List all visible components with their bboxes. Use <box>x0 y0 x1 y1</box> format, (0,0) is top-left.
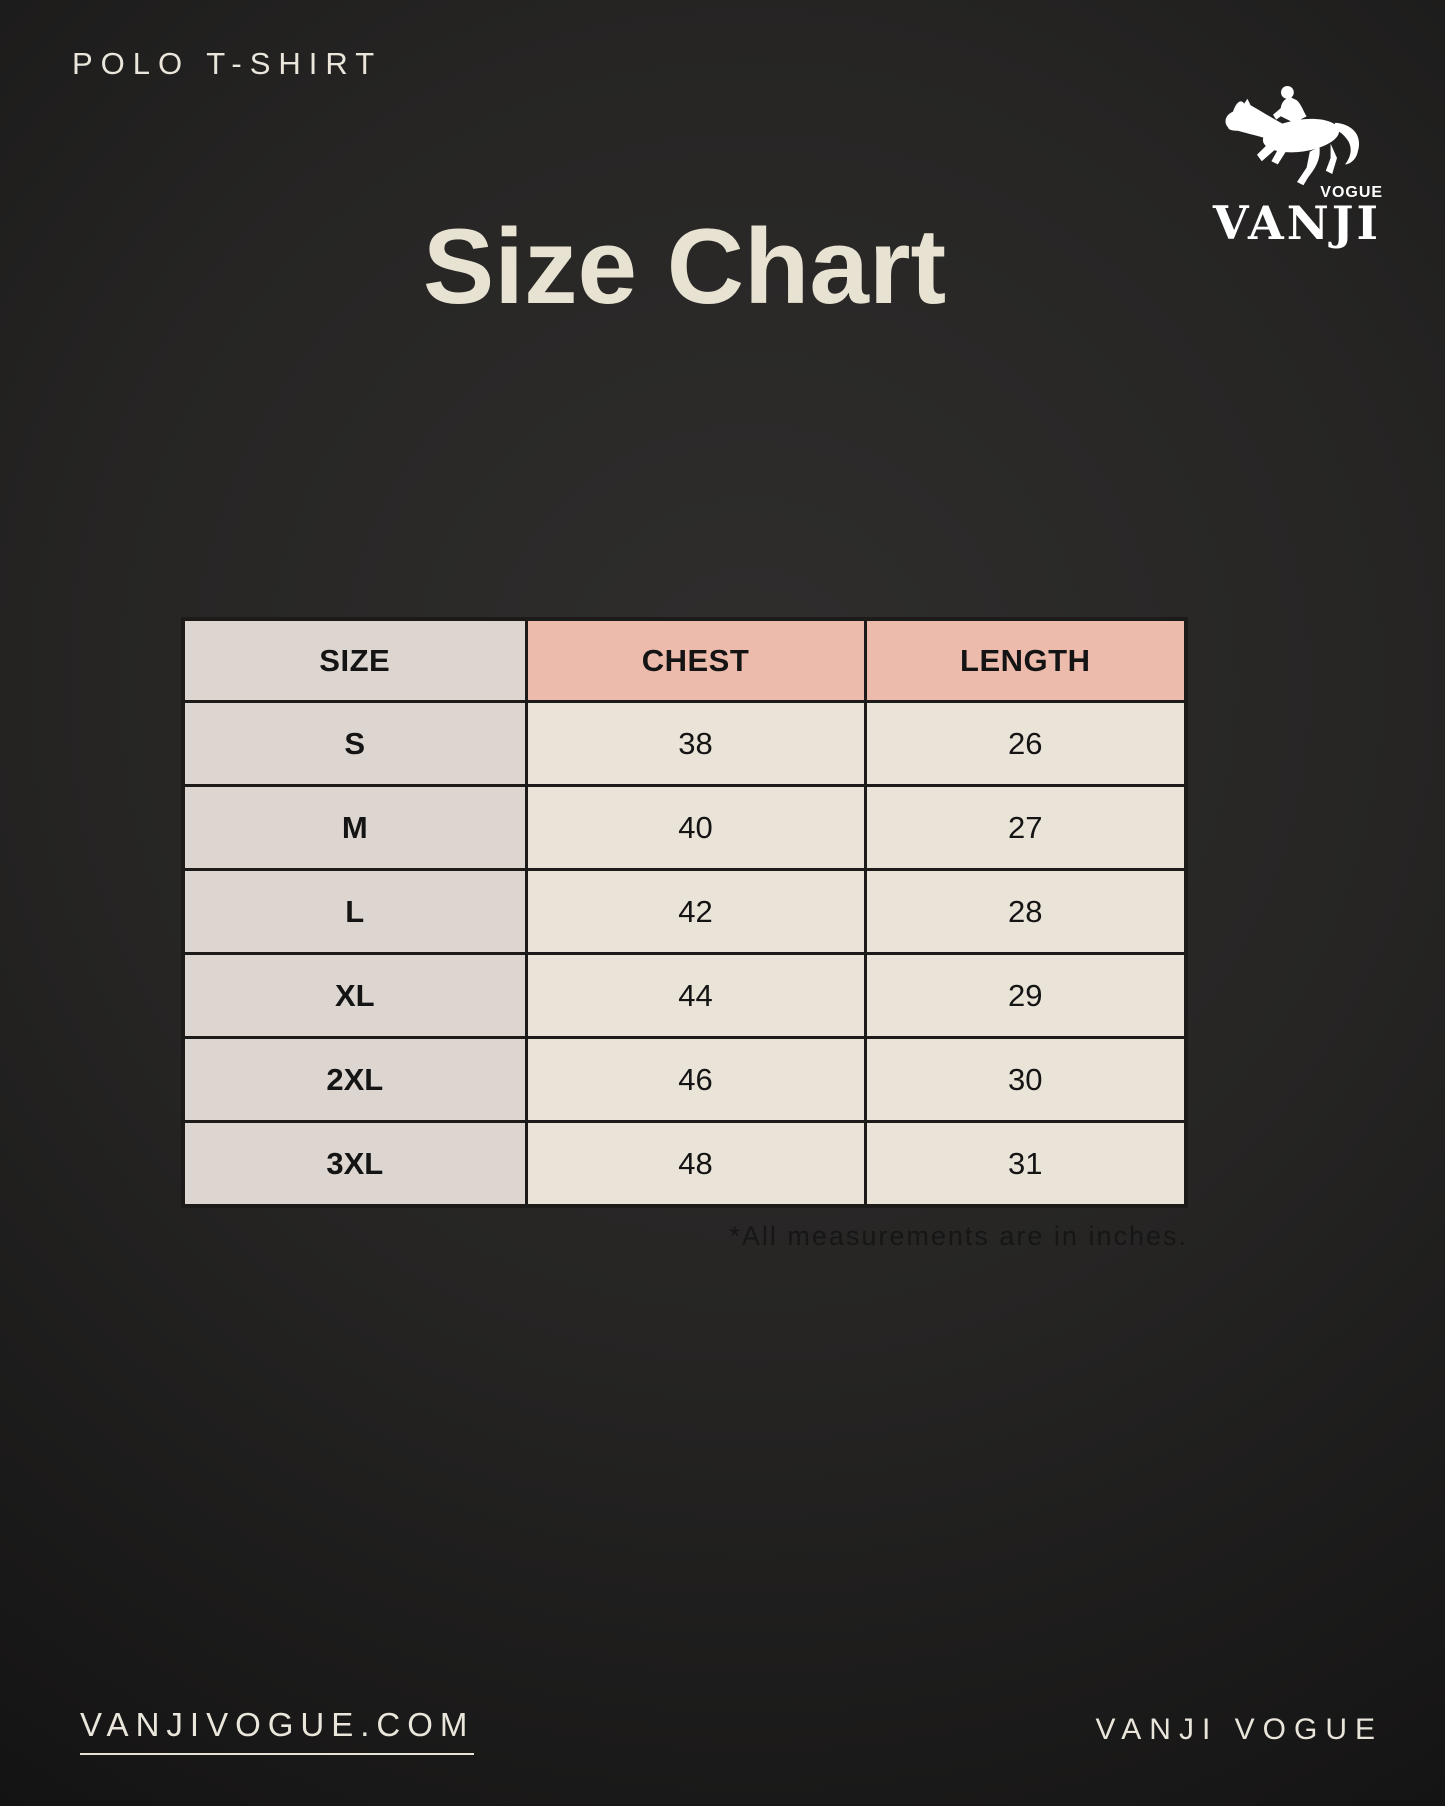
table-row: S 38 26 <box>181 700 1188 787</box>
page-title: Size Chart <box>422 206 947 326</box>
brand-logo: VANJI VOGUE <box>1197 78 1397 246</box>
brand-wordmark: VANJI VOGUE <box>1213 184 1382 246</box>
size-label: L <box>181 868 528 955</box>
size-label: M <box>181 784 528 871</box>
chest-value: 40 <box>524 784 867 871</box>
table-header-row: SIZE CHEST LENGTH <box>181 617 1188 703</box>
measurements-footnote: *All measurements are in inches. <box>729 1221 1188 1251</box>
size-label: 3XL <box>181 1120 528 1208</box>
chest-value: 38 <box>524 700 867 787</box>
website-link[interactable]: VANJIVOGUE.COM <box>80 1706 475 1755</box>
size-label: 2XL <box>181 1036 528 1123</box>
product-label: POLO T-SHIRT <box>72 46 383 81</box>
length-value: 31 <box>863 1120 1188 1208</box>
table-row: 3XL 48 31 <box>181 1120 1188 1208</box>
length-value: 30 <box>863 1036 1188 1123</box>
chest-value: 42 <box>524 868 867 955</box>
table-row: XL 44 29 <box>181 952 1188 1039</box>
chest-value: 44 <box>524 952 867 1039</box>
length-value: 26 <box>863 700 1188 787</box>
size-label: XL <box>181 952 528 1039</box>
chest-value: 48 <box>524 1120 867 1208</box>
chest-value: 46 <box>524 1036 867 1123</box>
size-label: S <box>181 700 528 787</box>
table-row: L 42 28 <box>181 868 1188 955</box>
length-value: 29 <box>863 952 1188 1039</box>
length-value: 28 <box>863 868 1188 955</box>
column-header-length: LENGTH <box>863 617 1188 703</box>
brand-name: VANJI <box>1212 196 1382 250</box>
jumping-horse-icon <box>1225 86 1360 186</box>
size-chart-table: SIZE CHEST LENGTH S 38 26 M 40 27 L 42 2… <box>181 617 1188 1208</box>
footer-brand-name: VANJI VOGUE <box>1095 1713 1383 1746</box>
brand-subname: VOGUE <box>1320 184 1384 201</box>
column-header-chest: CHEST <box>524 617 867 703</box>
table-row: 2XL 46 30 <box>181 1036 1188 1123</box>
length-value: 27 <box>863 784 1188 871</box>
table-row: M 40 27 <box>181 784 1188 871</box>
column-header-size: SIZE <box>181 617 528 703</box>
